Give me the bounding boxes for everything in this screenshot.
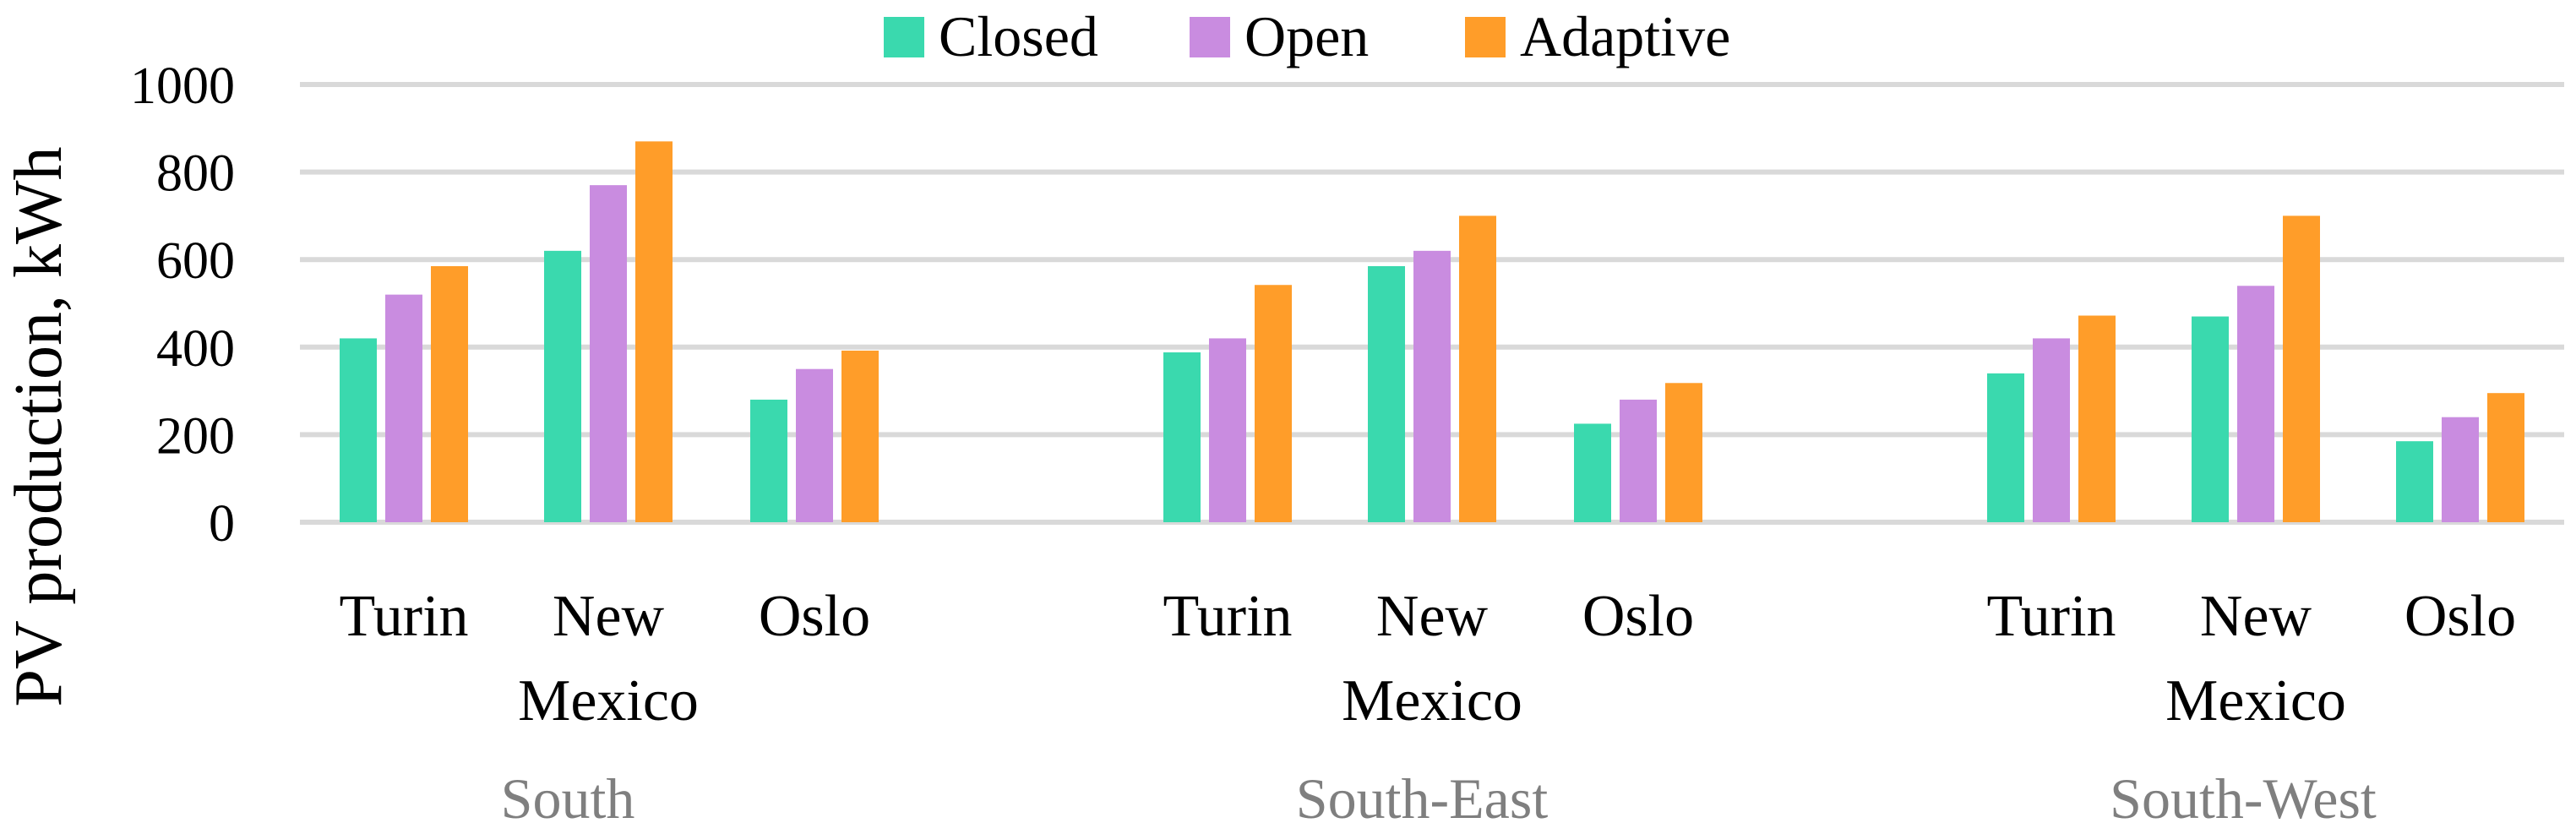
bar-open-3 xyxy=(1209,338,1246,522)
group-label: South xyxy=(501,766,635,831)
category-label: Oslo xyxy=(759,584,870,649)
y-tick-label: 0 xyxy=(209,495,235,553)
bar-adaptive-6 xyxy=(2078,315,2116,522)
category-label: New Mexico xyxy=(2165,584,2346,733)
bar-adaptive-2 xyxy=(841,350,879,522)
bar-adaptive-4 xyxy=(1459,215,1496,522)
category-label: Turin xyxy=(1986,584,2116,649)
legend-swatch-adaptive xyxy=(1465,17,1506,57)
bar-closed-6 xyxy=(1987,373,2024,522)
bar-adaptive-7 xyxy=(2283,215,2320,522)
bar-open-7 xyxy=(2237,286,2274,522)
group-label: South-West xyxy=(2110,766,2377,831)
legend-label-adaptive: Adaptive xyxy=(1520,4,1730,68)
group-label: South-East xyxy=(1296,766,1549,831)
y-tick-label: 800 xyxy=(156,145,235,203)
bar-adaptive-5 xyxy=(1665,383,1702,522)
bar-adaptive-8 xyxy=(2487,393,2524,522)
y-tick-label: 200 xyxy=(156,407,235,465)
legend-swatch-open xyxy=(1190,17,1230,57)
bar-closed-3 xyxy=(1163,352,1201,522)
category-label: New Mexico xyxy=(518,584,699,733)
bar-closed-2 xyxy=(750,399,787,522)
bars xyxy=(340,141,2524,522)
category-label: Oslo xyxy=(1582,584,1694,649)
bar-closed-4 xyxy=(1368,265,1405,522)
legend-label-open: Open xyxy=(1244,4,1369,68)
legend-label-closed: Closed xyxy=(939,4,1098,68)
category-label: New Mexico xyxy=(1342,584,1522,733)
y-tick-label: 1000 xyxy=(130,57,235,115)
y-tick-label: 400 xyxy=(156,320,235,378)
bar-adaptive-3 xyxy=(1255,285,1292,522)
category-label: Turin xyxy=(1163,584,1292,649)
bar-adaptive-1 xyxy=(635,141,673,522)
legend: Closed Open Adaptive xyxy=(884,4,1730,68)
bar-open-4 xyxy=(1413,250,1451,522)
group-labels: South South-East South-West xyxy=(501,766,2377,831)
bar-open-5 xyxy=(1620,399,1657,522)
bar-open-6 xyxy=(2033,338,2070,522)
legend-swatch-closed xyxy=(884,17,924,57)
category-label: Turin xyxy=(339,584,468,649)
bar-adaptive-0 xyxy=(431,265,468,522)
bar-closed-1 xyxy=(544,250,581,522)
bar-open-0 xyxy=(385,294,422,522)
y-axis-label: PV production, kWh xyxy=(2,147,76,707)
bar-open-1 xyxy=(590,185,627,522)
bar-closed-8 xyxy=(2396,441,2433,522)
y-axis-ticks: 0 200 400 600 800 1000 xyxy=(130,57,235,553)
bar-closed-7 xyxy=(2192,316,2229,522)
category-labels: Turin New Mexico Oslo Turin New Mexico Oslo Turi… xyxy=(339,584,2516,733)
category-label: Oslo xyxy=(2404,584,2516,649)
bar-open-2 xyxy=(796,368,833,522)
bar-closed-5 xyxy=(1574,423,1611,522)
y-tick-label: 600 xyxy=(156,232,235,290)
bar-closed-0 xyxy=(340,338,377,522)
bar-open-8 xyxy=(2442,417,2479,522)
